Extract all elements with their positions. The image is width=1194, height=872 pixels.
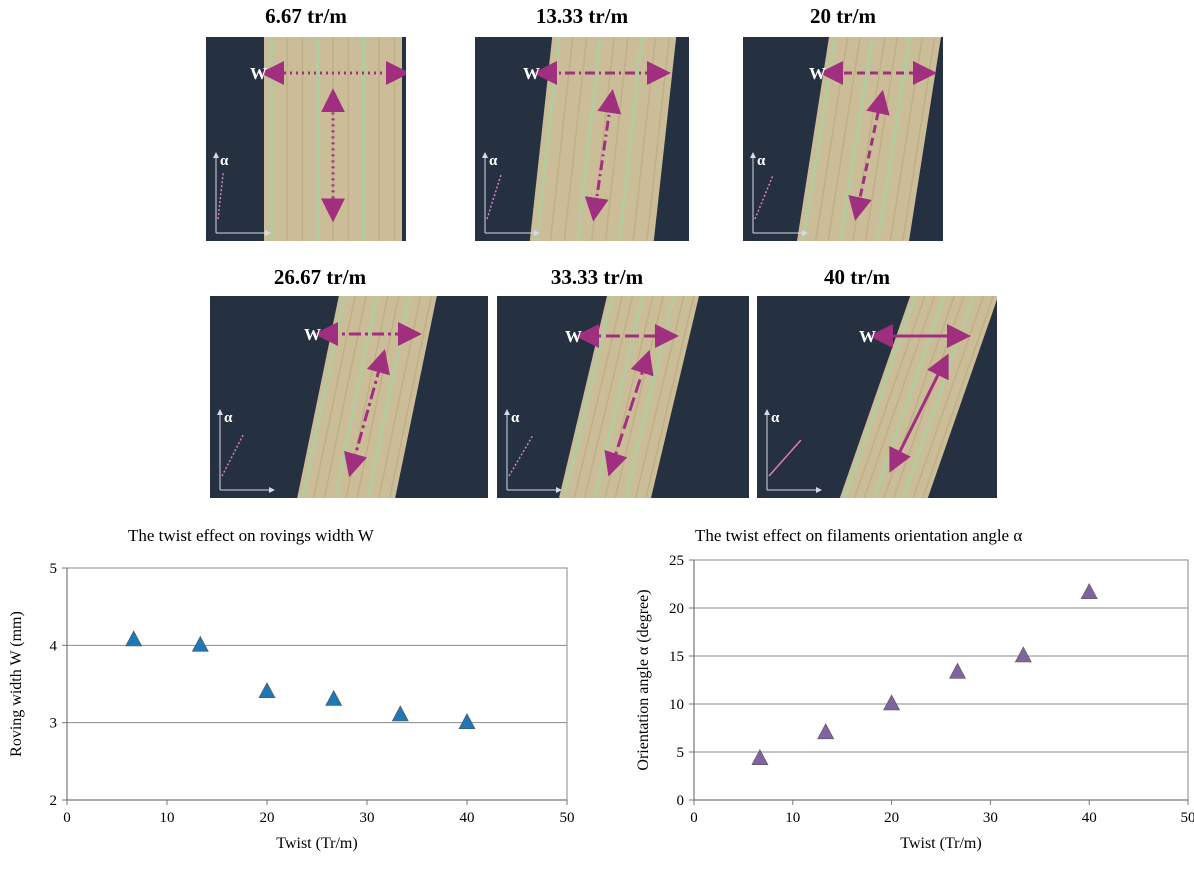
data-point [458, 713, 476, 729]
alpha-label: α [771, 410, 780, 426]
angle-line [508, 434, 534, 477]
panel-title-2: 13.33 tr/m [535, 4, 629, 28]
orientation-arrow [889, 353, 949, 473]
y-tick-label: 25 [669, 553, 684, 569]
w-label: W [304, 325, 321, 344]
orientation-arrow [848, 89, 890, 221]
y-tick-label: 15 [669, 649, 684, 665]
alpha-label: α [489, 153, 498, 169]
y-tick-label: 5 [677, 745, 685, 761]
chart-orientation-angle: 0 5 10 15 20 25 0 10 20 30 40 50 Twist (Tr/m) Orienta… [635, 553, 1194, 852]
x-axis-label: Twist (Tr/m) [900, 835, 981, 852]
orientation-arrow [344, 349, 390, 478]
data-point [258, 682, 276, 699]
data-point [751, 749, 769, 766]
x-tick-label: 10 [160, 810, 175, 826]
photo-svg-1: Wα [213, 37, 406, 241]
photo-svg-3: Wα [750, 37, 941, 241]
y-tick-label: 20 [669, 601, 684, 617]
x-tick-label: 10 [785, 810, 800, 826]
data-point [817, 723, 835, 740]
alpha-label: α [511, 410, 520, 426]
y-axis-label: Orientation angle α (degree) [635, 589, 652, 770]
x-tick-label: 0 [63, 810, 71, 826]
data-point [1080, 583, 1098, 599]
angle-line [486, 173, 503, 220]
x-tick-label: 30 [983, 810, 998, 826]
angle-line [217, 171, 225, 220]
orientation-arrow [584, 88, 622, 222]
x-tick-label: 50 [560, 810, 575, 826]
photo-svg-6: Wα [764, 296, 997, 498]
data-point [191, 635, 209, 652]
x-tick-label: 0 [690, 810, 698, 826]
panel-title-5: 33.33 tr/m [550, 265, 644, 289]
w-label: W [523, 64, 540, 83]
photo-svg-2: Wα [482, 37, 677, 241]
x-axis-label: Twist (Tr/m) [276, 835, 357, 852]
x-tick-label: 40 [1082, 810, 1097, 826]
panel-title-6: 40 tr/m [824, 265, 890, 289]
plot-frame [693, 559, 1189, 801]
x-tick-label: 40 [460, 810, 475, 826]
plot-frame [66, 567, 568, 801]
chart-title-width: The twist effect on rovings width W [128, 526, 374, 545]
photo-svg-4: Wα [217, 296, 437, 498]
panel-title-4: 26.67 tr/m [273, 265, 367, 289]
y-axis-label: Roving width W (mm) [8, 611, 25, 757]
x-tick-label: 30 [360, 810, 375, 826]
y-tick-label: 5 [50, 561, 58, 577]
data-point [883, 694, 901, 711]
y-tick-label: 3 [50, 716, 58, 732]
y-tick-label: 0 [677, 793, 685, 809]
alpha-label: α [220, 153, 229, 169]
photo-svg-5: Wα [504, 296, 699, 498]
angle-line [221, 432, 245, 477]
data-point [125, 630, 143, 647]
w-label: W [809, 64, 826, 83]
x-tick-label: 20 [260, 810, 275, 826]
data-point [1014, 646, 1032, 663]
w-label: W [565, 327, 582, 346]
w-label: W [859, 327, 876, 346]
x-tick-label: 20 [884, 810, 899, 826]
x-tick-label: 50 [1181, 810, 1194, 826]
w-label: W [250, 64, 267, 83]
alpha-label: α [224, 410, 233, 426]
alpha-label: α [757, 153, 766, 169]
angle-line [768, 439, 802, 477]
panel-title-1: 6.67 tr/m [265, 4, 347, 28]
panel-title-3: 20 tr/m [810, 4, 876, 28]
y-tick-label: 4 [50, 638, 58, 654]
data-point [948, 662, 966, 679]
data-point [325, 689, 343, 706]
angle-line [754, 174, 774, 220]
chart-title-angle: The twist effect on filaments orientatio… [695, 526, 1023, 545]
data-point [391, 705, 409, 722]
y-tick-label: 10 [669, 697, 684, 713]
y-tick-label: 2 [50, 793, 58, 809]
